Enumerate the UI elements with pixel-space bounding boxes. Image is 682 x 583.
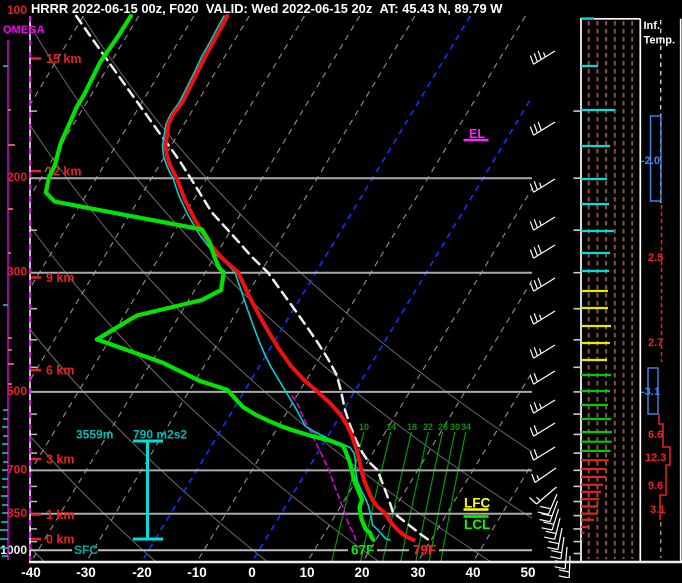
svg-text:18: 18: [407, 422, 417, 432]
svg-text:15 km: 15 km: [46, 52, 81, 66]
svg-text:-20: -20: [132, 565, 152, 578]
svg-text:SFC: SFC: [74, 543, 98, 557]
svg-text:500: 500: [7, 384, 27, 398]
svg-text:0 km: 0 km: [46, 533, 75, 547]
svg-text:HRRR 2022-06-15 00z, F020 VAL: HRRR 2022-06-15 00z, F020 VALID: Wed 202…: [31, 1, 503, 16]
svg-text:2.5: 2.5: [648, 252, 663, 264]
svg-text:14: 14: [386, 422, 396, 432]
svg-text:790 m2s2: 790 m2s2: [133, 428, 187, 442]
svg-text:9 km: 9 km: [46, 271, 75, 285]
svg-text:26: 26: [438, 422, 448, 432]
svg-text:22: 22: [423, 422, 433, 432]
svg-text:30: 30: [410, 565, 425, 578]
svg-text:200: 200: [7, 170, 27, 184]
svg-text:34: 34: [461, 422, 471, 432]
svg-text:3.1: 3.1: [650, 504, 665, 516]
svg-text:3559m: 3559m: [76, 428, 113, 442]
svg-text:-30: -30: [76, 565, 96, 578]
svg-text:0: 0: [248, 565, 256, 578]
svg-text:-40: -40: [21, 565, 41, 578]
svg-text:700: 700: [7, 462, 27, 476]
svg-text:40: 40: [465, 565, 480, 578]
svg-text:-2.0: -2.0: [641, 155, 660, 167]
svg-text:50: 50: [520, 565, 535, 578]
svg-text:79F: 79F: [413, 543, 436, 558]
svg-text:20: 20: [354, 565, 369, 578]
svg-text:12.3: 12.3: [645, 452, 666, 464]
svg-text:850: 850: [7, 506, 27, 520]
svg-text:10: 10: [299, 565, 314, 578]
svg-text:1 km: 1 km: [46, 508, 75, 522]
svg-text:LCL: LCL: [464, 517, 490, 532]
svg-text:-10: -10: [187, 565, 207, 578]
svg-text:3 km: 3 km: [46, 453, 75, 467]
svg-text:67F: 67F: [351, 543, 374, 558]
svg-text:2.7: 2.7: [648, 337, 663, 349]
svg-text:OMEGA: OMEGA: [3, 24, 45, 36]
svg-text:100: 100: [7, 3, 27, 17]
svg-text:10: 10: [359, 422, 369, 432]
svg-text:Temp.: Temp.: [644, 35, 676, 47]
svg-text:1000: 1000: [0, 543, 27, 557]
svg-text:6.6: 6.6: [648, 429, 663, 441]
svg-text:30: 30: [450, 422, 460, 432]
svg-text:Inf.: Inf.: [644, 20, 661, 32]
svg-text:-3.1: -3.1: [641, 386, 660, 398]
svg-text:9.6: 9.6: [648, 480, 663, 492]
svg-text:6 km: 6 km: [46, 364, 75, 378]
svg-text:300: 300: [7, 265, 27, 279]
